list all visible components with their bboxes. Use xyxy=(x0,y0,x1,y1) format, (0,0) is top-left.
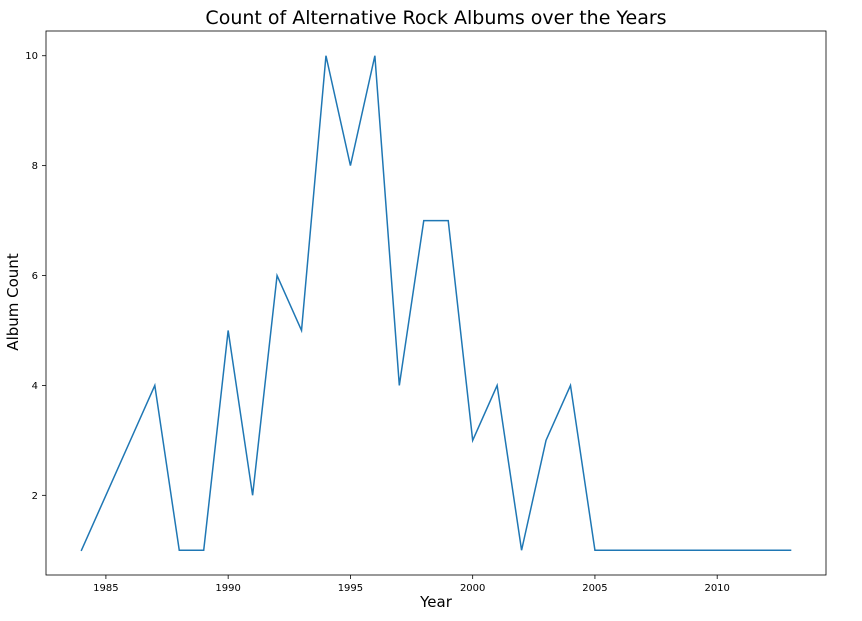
y-tick-label: 8 xyxy=(32,161,38,172)
x-tick-label: 1995 xyxy=(338,583,363,594)
chart-title: Count of Alternative Rock Albums over th… xyxy=(205,7,666,29)
series-line xyxy=(80,55,792,552)
x-tick-label: 1990 xyxy=(215,583,240,594)
x-tick-label: 2000 xyxy=(460,583,485,594)
x-tick-label: 2005 xyxy=(582,583,607,594)
y-tick-label: 4 xyxy=(32,381,38,392)
x-tick-label: 1985 xyxy=(93,583,118,594)
y-tick-label: 10 xyxy=(25,51,38,62)
y-tick-label: 6 xyxy=(32,271,38,282)
x-axis-title: Year xyxy=(419,593,453,611)
y-tick-label: 2 xyxy=(32,491,38,502)
plot-frame xyxy=(45,30,827,576)
x-tick-label: 2010 xyxy=(704,583,729,594)
y-axis-title: Album Count xyxy=(4,253,22,351)
